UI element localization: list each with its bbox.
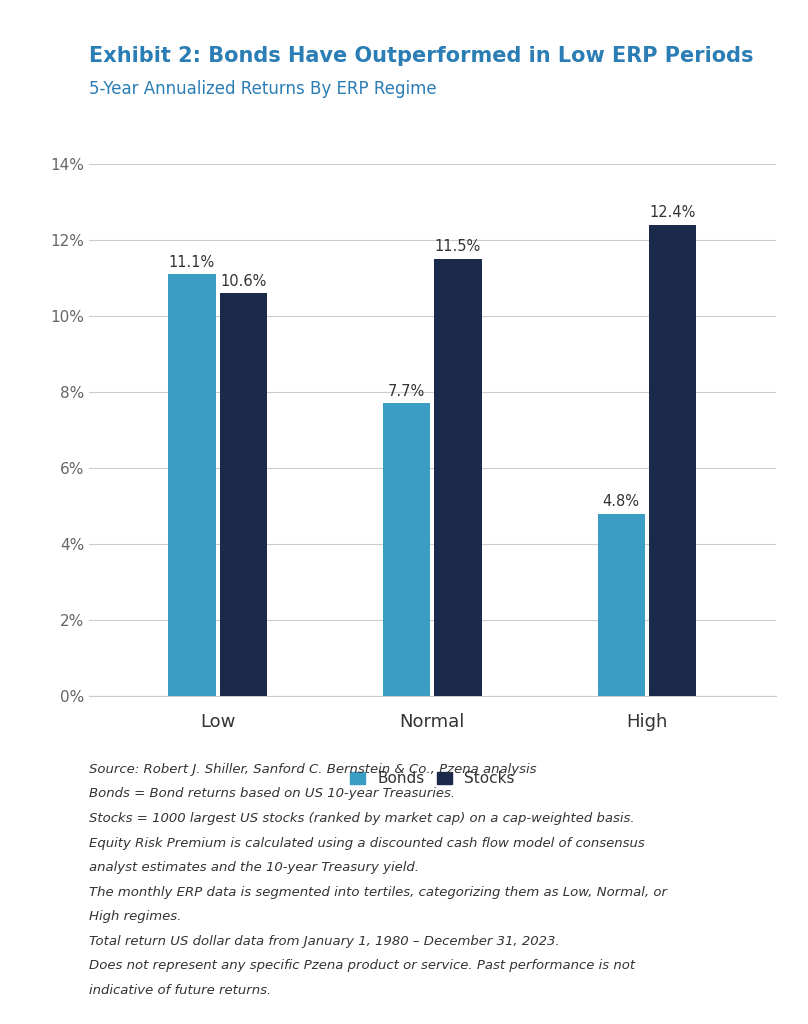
Text: Total return US dollar data from January 1, 1980 – December 31, 2023.: Total return US dollar data from January… [89, 935, 559, 948]
Text: Equity Risk Premium is calculated using a discounted cash flow model of consensu: Equity Risk Premium is calculated using … [89, 837, 645, 850]
Bar [383, 403, 430, 696]
Text: Stocks = 1000 largest US stocks (ranked by market cap) on a cap-weighted basis.: Stocks = 1000 largest US stocks (ranked … [89, 812, 634, 825]
Text: 11.1%: 11.1% [169, 255, 215, 269]
Bar [598, 514, 645, 696]
Text: Bonds = Bond returns based on US 10-year Treasuries.: Bonds = Bond returns based on US 10-year… [89, 787, 455, 801]
Bar [220, 293, 267, 696]
Text: Source: Robert J. Shiller, Sanford C. Bernstein & Co., Pzena analysis: Source: Robert J. Shiller, Sanford C. Be… [89, 763, 537, 776]
Text: 12.4%: 12.4% [650, 205, 696, 220]
Text: 5-Year Annualized Returns By ERP Regime: 5-Year Annualized Returns By ERP Regime [89, 80, 436, 98]
Text: 4.8%: 4.8% [603, 495, 640, 509]
Bar [649, 224, 696, 696]
Legend: Bonds, Stocks: Bonds, Stocks [343, 765, 521, 793]
Text: Does not represent any specific Pzena product or service. Past performance is no: Does not represent any specific Pzena pr… [89, 959, 635, 973]
Text: The monthly ERP data is segmented into tertiles, categorizing them as Low, Norma: The monthly ERP data is segmented into t… [89, 886, 667, 899]
Bar [435, 259, 482, 696]
Text: 11.5%: 11.5% [435, 240, 481, 254]
Bar [168, 274, 216, 696]
Text: 7.7%: 7.7% [388, 384, 425, 399]
Text: analyst estimates and the 10-year Treasury yield.: analyst estimates and the 10-year Treasu… [89, 861, 419, 874]
Text: 10.6%: 10.6% [221, 273, 267, 289]
Text: Exhibit 2: Bonds Have Outperformed in Low ERP Periods: Exhibit 2: Bonds Have Outperformed in Lo… [89, 46, 753, 67]
Text: High regimes.: High regimes. [89, 910, 181, 924]
Text: indicative of future returns.: indicative of future returns. [89, 984, 271, 997]
